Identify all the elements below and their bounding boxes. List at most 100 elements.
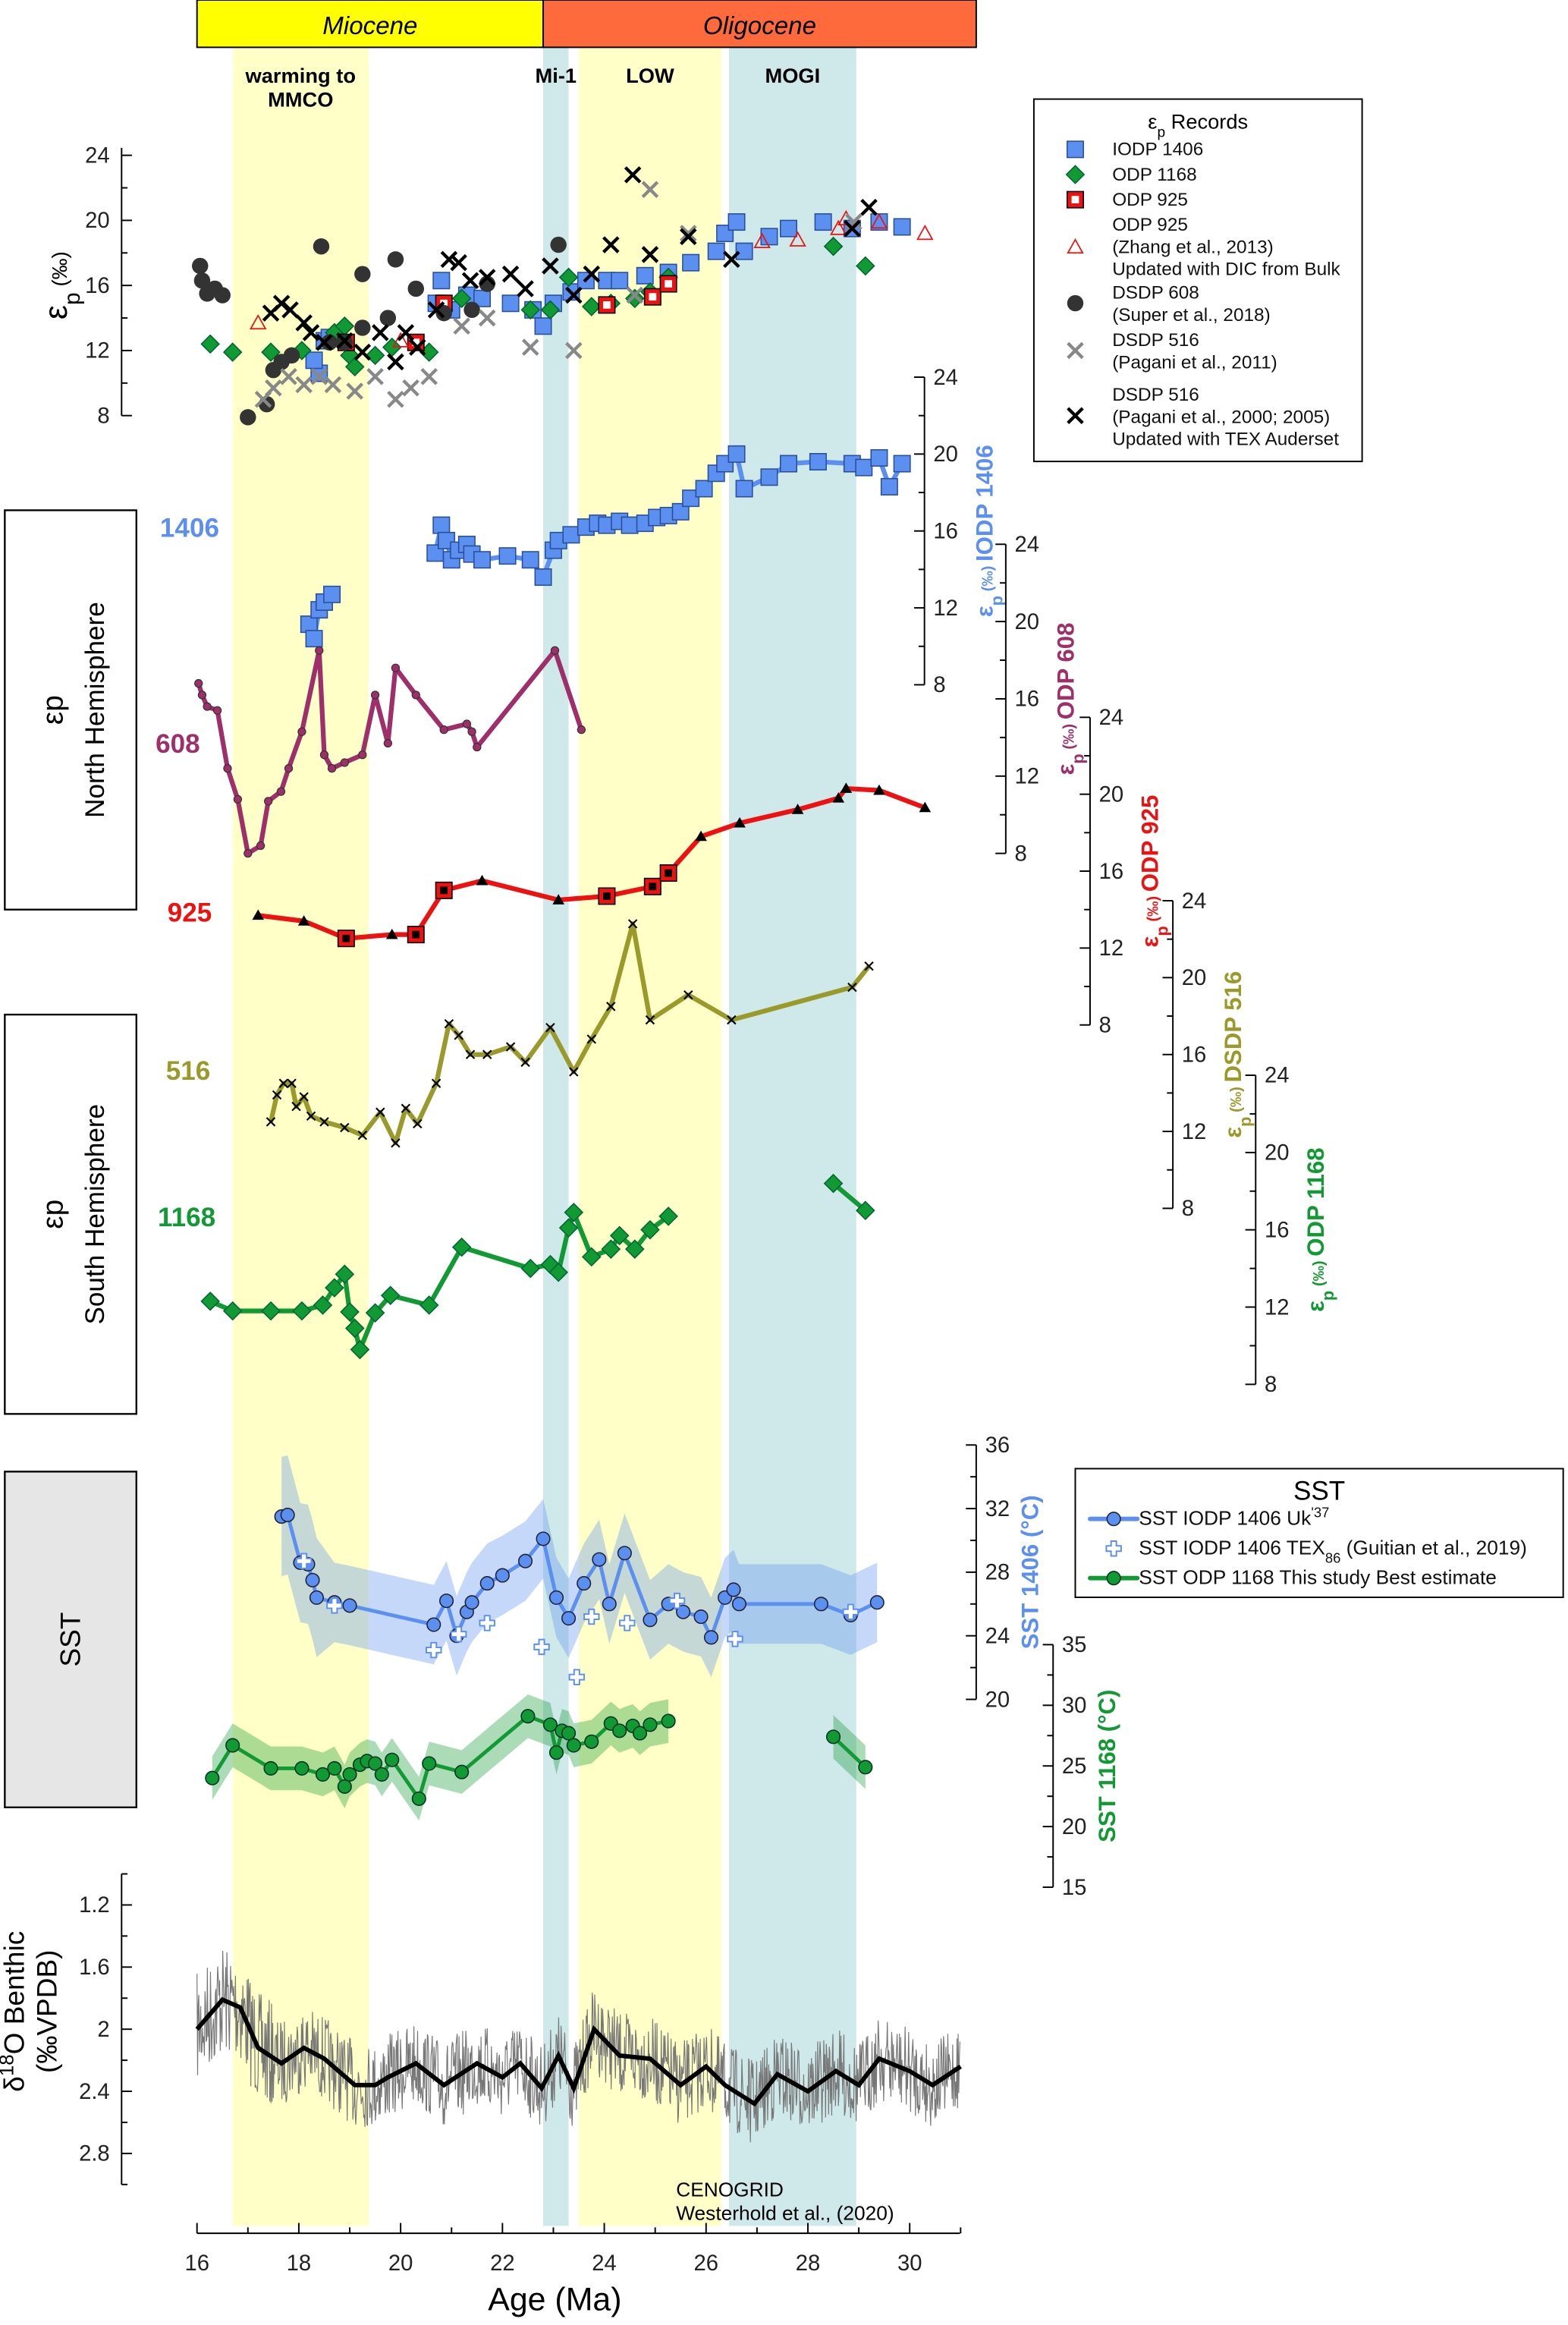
x-marker (387, 390, 404, 408)
x-marker (278, 1078, 289, 1088)
epsilon-symbol: εp (36, 695, 69, 725)
cenogrid-annotation: CENOGRID (676, 2178, 784, 2201)
x-marker (545, 1023, 555, 1033)
x-marker (444, 1018, 454, 1029)
x-marker (626, 286, 644, 304)
diamond-marker (540, 300, 561, 320)
interval-band (232, 47, 369, 2226)
x-marker (420, 367, 438, 385)
legend-entry-label: ODP 925 (1112, 215, 1188, 235)
legend-entry: DSDP 516(Pagani et al., 2000; 2005)Updat… (1067, 385, 1339, 450)
square-marker (598, 887, 616, 905)
circle-marker (467, 727, 476, 736)
plus-marker (295, 1553, 313, 1569)
y-tick-label: 20 (933, 442, 958, 467)
circle-marker (284, 763, 294, 773)
text-part: 18 (0, 2054, 18, 2076)
hemisphere-label: North Hemisphere (80, 602, 110, 818)
circle-marker (387, 251, 404, 268)
legend-title: εp Records (1148, 110, 1248, 141)
x-marker (295, 376, 313, 394)
y-tick-label: 2.8 (79, 2142, 110, 2166)
square-marker (435, 881, 453, 899)
legend-entry-label: DSDP 608 (1112, 283, 1199, 304)
legend-entry: DSDP 608(Super et al., 2018) (1067, 283, 1271, 326)
y-tick-label: 16 (1099, 860, 1124, 884)
y-axis-composite: 8 12 16 20 24 εp (‰) (38, 143, 132, 428)
circle-marker (463, 301, 480, 319)
y-tick-label: 1.6 (79, 1955, 110, 1980)
interval-label: MMCO (268, 87, 333, 111)
diamond-marker (419, 1295, 439, 1315)
x-marker (319, 1117, 329, 1127)
square-marker (305, 351, 323, 370)
circle-marker (264, 797, 273, 806)
y-axis-label: εp (‰) IODP 1406 (971, 445, 1006, 617)
x-marker (401, 1103, 411, 1113)
circle-marker (826, 1729, 841, 1745)
square-marker (779, 455, 797, 473)
y-tick-label: 20 (1182, 966, 1207, 990)
square-marker (707, 242, 725, 260)
circle-marker (548, 1745, 564, 1760)
plus-marker (1105, 1540, 1122, 1557)
x-marker (402, 379, 419, 397)
square-marker (407, 926, 425, 944)
series-composite-6 (262, 166, 878, 371)
x-marker (505, 1042, 516, 1052)
x-marker (583, 265, 601, 283)
square-marker (432, 516, 451, 534)
sst-side-label: SST (55, 1612, 86, 1667)
x-marker (295, 314, 313, 332)
circle-marker (1106, 1512, 1121, 1527)
text-part: DSDP 516 (1220, 971, 1246, 1083)
diamond-marker (823, 1173, 844, 1194)
text-part: '37 (1311, 1504, 1329, 1520)
triangle-marker (734, 816, 746, 828)
x-marker (565, 341, 583, 360)
diamond-marker (365, 345, 385, 366)
series-line (281, 1513, 878, 1640)
square-marker (562, 526, 580, 544)
circle-marker (342, 1598, 357, 1613)
x-marker (265, 379, 282, 397)
y-tick-label: 16 (85, 274, 110, 298)
square-marker (760, 468, 778, 486)
square-marker (682, 253, 700, 272)
circle-marker (263, 1760, 278, 1776)
y-tick-label: 24 (933, 366, 958, 390)
text-part: ODP 925 (1137, 795, 1164, 892)
circle-marker (294, 1760, 310, 1776)
y-axis-label: (‰VPDB) (31, 1950, 63, 2073)
miocene-label: Miocene (322, 12, 417, 40)
y-axis-label: εp (‰) DSDP 516 (1220, 971, 1255, 1138)
x-marker (354, 343, 372, 361)
x-marker (641, 246, 659, 263)
diamond-marker (601, 1239, 621, 1259)
x-marker (1067, 407, 1084, 424)
circle-marker (462, 719, 472, 728)
legend-entry: ODP 1168 (1065, 165, 1197, 185)
triangle-marker (840, 782, 853, 793)
sst-box (4, 1471, 137, 1808)
circle-marker (225, 1738, 240, 1753)
diamond-marker (558, 1218, 579, 1238)
x-marker (542, 257, 559, 275)
y-tick-label: 24 (985, 1624, 1010, 1648)
x-marker (357, 1130, 368, 1140)
circle-marker (337, 1779, 352, 1794)
y-tick-label: 20 (85, 209, 110, 233)
interval-label: Mi-1 (536, 64, 577, 87)
plus-marker (533, 1638, 550, 1656)
interval-label: warming to (245, 64, 356, 87)
legend-entry-label: (Super et al., 2018) (1112, 305, 1271, 326)
series-sst1406-1 (295, 1553, 859, 1685)
y-tick-label: 28 (985, 1561, 1010, 1585)
diamond-marker (261, 342, 281, 362)
circle-marker (223, 763, 232, 773)
x-marker (627, 919, 638, 929)
circle-marker (354, 266, 371, 282)
